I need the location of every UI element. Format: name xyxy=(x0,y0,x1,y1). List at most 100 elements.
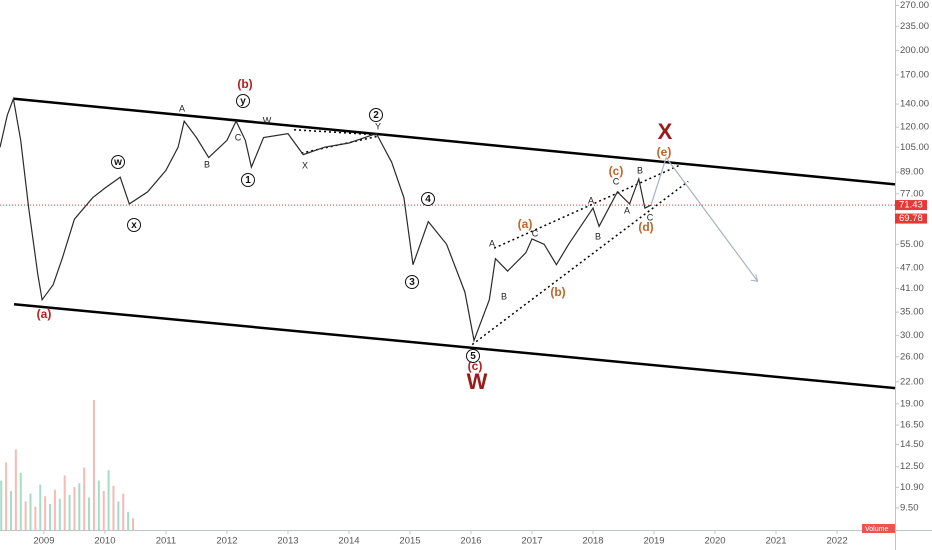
annotation: A xyxy=(179,103,185,113)
x-tick-label: 2022 xyxy=(826,536,847,547)
y-tick-label: 47.00 xyxy=(900,262,924,273)
x-tick-label: 2019 xyxy=(643,536,664,547)
y-tick-label: 41.00 xyxy=(900,283,924,294)
annotation: w xyxy=(113,157,122,168)
annotation: (c) xyxy=(609,164,624,178)
trendline xyxy=(13,302,896,390)
volume-bar xyxy=(14,449,17,530)
y-tick-label: 235.00 xyxy=(900,21,929,32)
volume-bar xyxy=(97,480,100,530)
annotation: (a) xyxy=(37,307,52,321)
price-label: 71.43 xyxy=(899,200,923,211)
annotation: (c) xyxy=(468,359,483,373)
volume-bar xyxy=(117,501,120,530)
x-tick-label: 2016 xyxy=(460,536,481,547)
volume-bar xyxy=(122,493,125,530)
annotation: A xyxy=(489,238,495,248)
y-tick-label: 12.50 xyxy=(900,461,924,472)
trendline xyxy=(13,97,896,186)
price-series xyxy=(0,96,652,343)
annotation: C xyxy=(647,212,654,222)
annotation-circle xyxy=(405,275,419,289)
annotation-circle xyxy=(421,192,435,206)
annotation-circle xyxy=(466,349,480,363)
annotation: C xyxy=(235,132,242,142)
trendline xyxy=(294,128,379,136)
annotation: W xyxy=(263,115,272,125)
annotation: x xyxy=(131,220,137,231)
y-tick-label: 89.00 xyxy=(900,167,924,178)
volume-bar xyxy=(112,485,115,530)
volume-label: Volume xyxy=(865,526,888,533)
annotation: (b) xyxy=(550,285,565,299)
y-tick-label: 140.00 xyxy=(900,99,929,110)
y-tick-label: 10.90 xyxy=(900,482,924,493)
annotation: A xyxy=(588,195,594,205)
annotation: (b) xyxy=(237,77,252,91)
volume-bar xyxy=(53,489,56,530)
volume-bar xyxy=(63,475,66,530)
annotation-circle xyxy=(369,108,383,122)
volume-bar xyxy=(73,487,76,530)
x-tick-label: 2012 xyxy=(216,536,237,547)
x-tick-label: 2014 xyxy=(338,536,359,547)
y-tick-label: 16.50 xyxy=(900,420,924,431)
y-tick-label: 105.00 xyxy=(900,142,929,153)
annotation: y xyxy=(240,96,246,107)
volume-bar xyxy=(19,472,22,530)
volume-bar xyxy=(58,498,61,530)
y-tick-label: 14.50 xyxy=(900,439,924,450)
volume-bar xyxy=(0,480,3,530)
annotation: W xyxy=(467,369,488,394)
volume-bar xyxy=(34,506,37,530)
annotation: (d) xyxy=(638,220,653,234)
volume-bar xyxy=(39,484,42,530)
x-tick-label: 2015 xyxy=(399,536,420,547)
volume-bar xyxy=(24,501,27,530)
y-tick-label: 200.00 xyxy=(900,45,929,56)
y-tick-label: 35.00 xyxy=(900,307,924,318)
annotation: 2 xyxy=(373,110,379,121)
x-tick-label: 2013 xyxy=(277,536,298,547)
y-tick-label: 9.50 xyxy=(900,502,919,513)
trendline xyxy=(471,180,689,346)
price-series xyxy=(650,156,759,282)
volume-bar xyxy=(78,483,81,530)
volume-bar xyxy=(68,494,71,530)
annotation: (e) xyxy=(657,145,672,159)
annotation: 3 xyxy=(409,277,415,288)
annotation: Y xyxy=(375,121,381,131)
y-tick-label: 270.00 xyxy=(900,0,929,11)
annotation-circle xyxy=(236,94,250,108)
volume-bar xyxy=(107,470,110,530)
annotation: B xyxy=(204,159,210,169)
volume-bar xyxy=(29,493,32,530)
price-label: 69.78 xyxy=(899,213,923,224)
annotation: X xyxy=(302,160,308,170)
x-tick-label: 2020 xyxy=(704,536,725,547)
price-label-bg xyxy=(895,213,927,224)
annotation: 1 xyxy=(245,175,251,186)
y-tick-label: 77.00 xyxy=(900,188,924,199)
volume-bar xyxy=(44,496,47,530)
volume-bar xyxy=(88,497,91,530)
annotation: A xyxy=(624,205,630,215)
y-tick-label: 30.00 xyxy=(900,330,924,341)
price-label-bg xyxy=(895,200,927,211)
annotation-circle xyxy=(241,173,255,187)
y-tick-label: 19.00 xyxy=(900,398,924,409)
annotation: (a) xyxy=(518,217,533,231)
volume-bar xyxy=(92,400,95,530)
trendline xyxy=(301,135,379,154)
y-tick-label: 55.00 xyxy=(900,239,924,250)
annotation: C xyxy=(613,176,620,186)
volume-bar xyxy=(49,504,52,530)
projection-arrow xyxy=(750,274,759,282)
x-tick-label: 2021 xyxy=(765,536,786,547)
annotation-circle xyxy=(111,155,125,169)
x-tick-label: 2018 xyxy=(582,536,603,547)
y-tick-label: 26.00 xyxy=(900,351,924,362)
annotation: C xyxy=(532,228,539,238)
